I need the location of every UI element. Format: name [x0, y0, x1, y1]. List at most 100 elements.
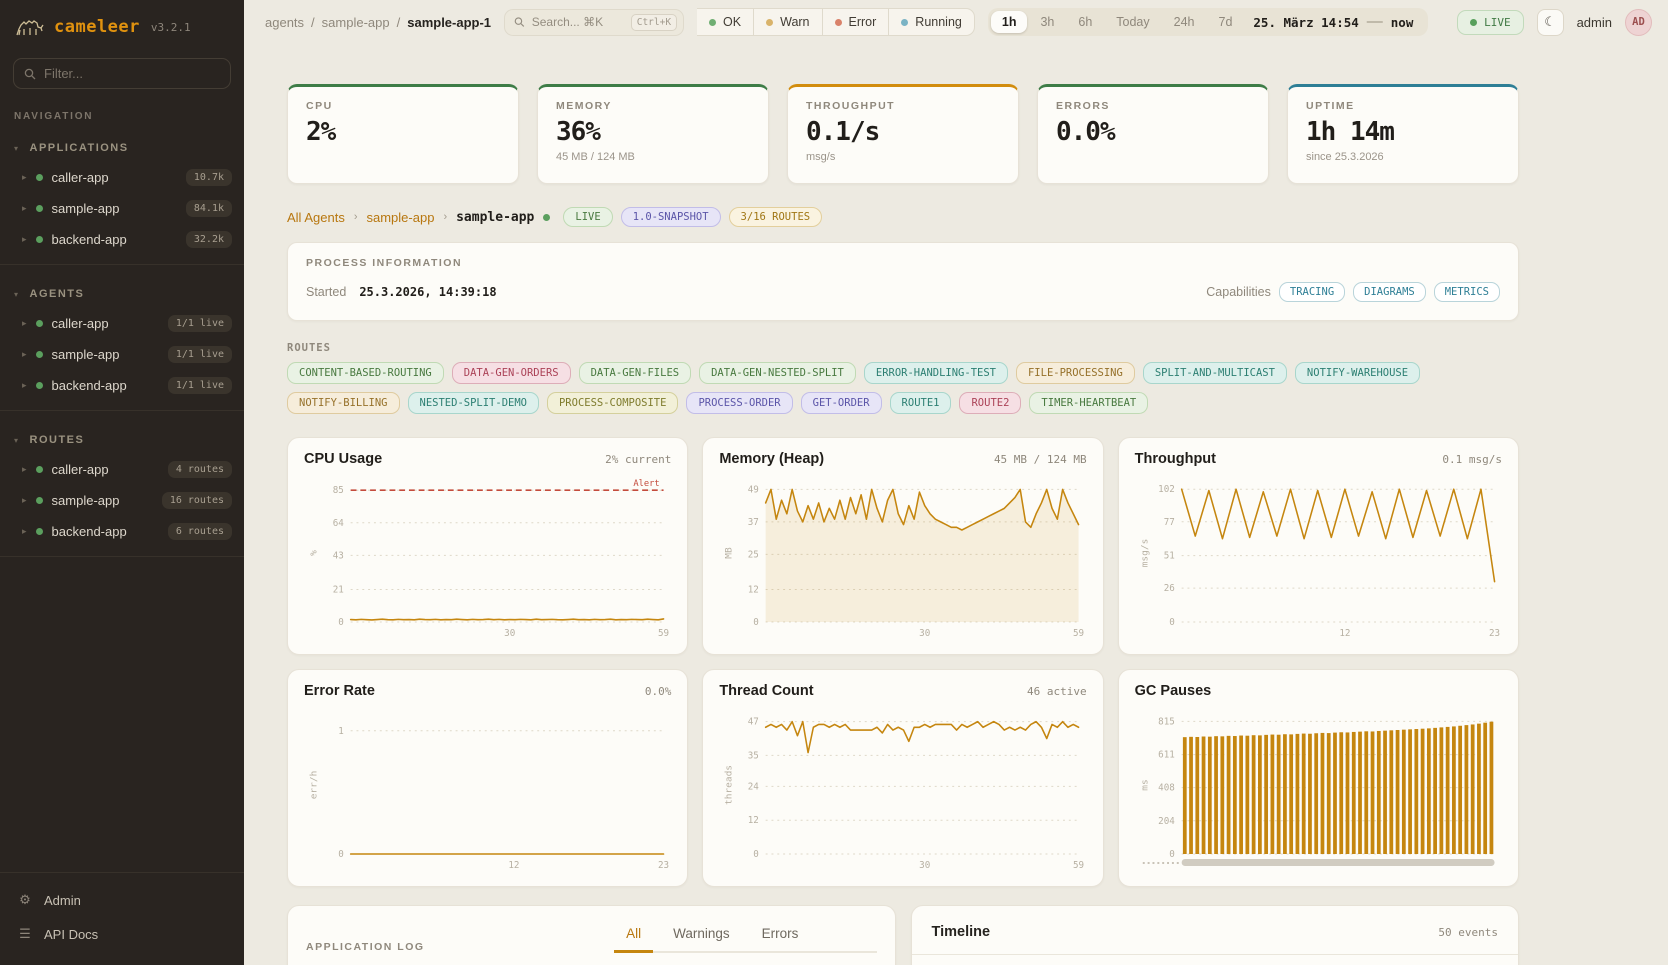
agent-badge[interactable]: 1.0-SNAPSHOT [620, 207, 721, 227]
route-badge[interactable]: DATA-GEN-FILES [578, 362, 692, 384]
route-badge[interactable]: NOTIFY-WAREHOUSE [1294, 362, 1421, 384]
sidebar-item-badge: 4 routes [167, 461, 232, 478]
agent-link[interactable]: All Agents [287, 209, 345, 225]
application-log-title: APPLICATION LOG [306, 941, 425, 953]
sidebar-section-header[interactable]: ▾ AGENTS [0, 280, 244, 308]
status-dot [35, 466, 43, 473]
time-range-button[interactable]: 1h [990, 11, 1028, 33]
sidebar-item[interactable]: ▸ caller-app 1/1 live [0, 308, 244, 339]
log-tab[interactable]: Warnings [673, 926, 730, 941]
time-range-button[interactable]: 24h [1173, 15, 1195, 29]
breadcrumb-link[interactable]: agents [265, 14, 305, 30]
log-tab[interactable]: Errors [761, 926, 799, 941]
stat-label: UPTIME [1306, 100, 1355, 112]
chevron-right-icon: ▸ [22, 318, 27, 328]
timeline-title: Timeline [931, 924, 991, 940]
status-filter-chip[interactable]: Error [822, 8, 890, 36]
chevron-right-icon: ▸ [22, 234, 27, 244]
route-badge[interactable]: ERROR-HANDLING-TEST [863, 362, 1008, 384]
sidebar-item[interactable]: ▸ caller-app 10.7k [0, 162, 244, 193]
stat-value: 1h 14m [1306, 117, 1395, 147]
route-badge[interactable]: FILE-PROCESSING [1015, 362, 1135, 384]
capability-badge[interactable]: DIAGRAMS [1353, 282, 1426, 302]
status-dot [35, 320, 43, 327]
route-badge[interactable]: PROCESS-ORDER [686, 392, 793, 414]
throughput-chart: 0 26 51 77 102 msg/s 12 23 [1135, 472, 1502, 640]
sidebar-item-label: sample-app [51, 347, 120, 362]
svg-text:59: 59 [1073, 628, 1084, 639]
stat-card: CPU 2% [287, 84, 519, 184]
sidebar-item[interactable]: ▸ sample-app 84.1k [0, 193, 244, 224]
status-filter-group: OK Warn Error Running [697, 8, 975, 36]
route-badge[interactable]: DATA-GEN-NESTED-SPLIT [699, 362, 856, 384]
date-range-display[interactable]: 25. März 14:54 — now [1245, 13, 1425, 31]
sidebar-item-label: sample-app [51, 201, 120, 216]
stat-value: 0.1/s [806, 117, 880, 147]
stat-value: 0.0% [1056, 117, 1116, 147]
theme-toggle-button[interactable]: ☾ [1536, 8, 1564, 36]
avatar[interactable]: AD [1625, 8, 1652, 36]
status-filter-chip[interactable]: OK [697, 8, 755, 36]
route-badge[interactable]: CONTENT-BASED-ROUTING [287, 362, 444, 384]
breadcrumb-link[interactable]: sample-app [321, 14, 390, 30]
live-label: LIVE [1484, 15, 1511, 29]
sidebar-item-label: backend-app [51, 232, 127, 247]
stat-subtitle: since 25.3.2026 [1306, 151, 1384, 163]
agent-badge[interactable]: LIVE [563, 207, 613, 227]
process-info-title: PROCESS INFORMATION [306, 257, 463, 269]
svg-text:815: 815 [1158, 716, 1175, 727]
throughput-chart-card: Throughput 0.1 msg/s 0 26 51 77 102 msg/s 12 23 [1117, 437, 1519, 655]
divider [0, 264, 244, 265]
sidebar-section-header[interactable]: ▾ APPLICATIONS [0, 134, 244, 162]
time-range-button[interactable]: Today [1116, 15, 1150, 29]
chevron-down-icon: ▾ [14, 143, 20, 153]
svg-text:0: 0 [338, 849, 344, 860]
sidebar-footer-item[interactable]: ⚙ Admin [0, 883, 244, 917]
route-badge[interactable]: ROUTE2 [959, 392, 1022, 414]
filter-input[interactable] [44, 66, 220, 81]
route-badge[interactable]: ROUTE1 [889, 392, 952, 414]
sidebar-item[interactable]: ▸ caller-app 4 routes [0, 454, 244, 485]
time-range-button[interactable]: 6h [1078, 15, 1093, 29]
agent-badge[interactable]: 3/16 ROUTES [728, 207, 823, 227]
sidebar-section-header[interactable]: ▾ ROUTES [0, 426, 244, 454]
log-tab[interactable]: All [614, 926, 654, 953]
routes-section: ROUTES CONTENT-BASED-ROUTING DATA-GEN-OR… [287, 342, 1519, 414]
time-range-button[interactable]: 7d [1218, 15, 1233, 29]
capability-badge[interactable]: METRICS [1433, 282, 1500, 302]
sidebar-item[interactable]: ▸ sample-app 1/1 live [0, 339, 244, 370]
route-badge[interactable]: NESTED-SPLIT-DEMO [407, 392, 539, 414]
live-indicator[interactable]: LIVE [1457, 9, 1524, 35]
svg-text:85: 85 [333, 485, 344, 496]
route-badge[interactable]: GET-ORDER [800, 392, 882, 414]
route-badge[interactable]: DATA-GEN-ORDERS [451, 362, 571, 384]
sidebar-item[interactable]: ▸ backend-app 6 routes [0, 516, 244, 547]
status-dot [709, 18, 717, 26]
search-input[interactable] [531, 15, 624, 29]
status-filter-chip[interactable]: Warn [754, 8, 823, 36]
capability-badge[interactable]: TRACING [1278, 282, 1346, 302]
route-badge[interactable]: TIMER-HEARTBEAT [1029, 392, 1149, 414]
sidebar-item[interactable]: ▸ sample-app 16 routes [0, 485, 244, 516]
route-badge[interactable]: PROCESS-COMPOSITE [546, 392, 679, 414]
sidebar-section-label: APPLICATIONS [29, 142, 129, 154]
main-area: agents / sample-app / sample-app-1 Ctrl+… [244, 0, 1668, 965]
status-filter-chip[interactable]: Running [889, 8, 975, 36]
chart-meta: 0.1 msg/s [1442, 453, 1502, 466]
sidebar-filter[interactable] [13, 58, 231, 89]
route-badge[interactable]: SPLIT-AND-MULTICAST [1142, 362, 1287, 384]
sidebar-item[interactable]: ▸ backend-app 32.2k [0, 224, 244, 255]
time-range-button[interactable]: 3h [1040, 15, 1055, 29]
status-dot [35, 236, 43, 243]
agent-link[interactable]: sample-app [366, 209, 435, 225]
sidebar-item-label: backend-app [51, 378, 127, 393]
gc-pauses-chart-card: GC Pauses 0 204 408 611 815 ms [1117, 669, 1519, 887]
route-badge[interactable]: NOTIFY-BILLING [287, 392, 400, 414]
global-search[interactable]: Ctrl+K [504, 8, 685, 36]
chart-meta: 45 MB / 124 MB [993, 453, 1087, 466]
status-filter-label: Running [915, 15, 962, 29]
sidebar-footer-item[interactable]: ☰ API Docs [0, 917, 244, 951]
stat-subtitle: 45 MB / 124 MB [556, 151, 635, 163]
svg-text:30: 30 [504, 628, 515, 639]
sidebar-item[interactable]: ▸ backend-app 1/1 live [0, 370, 244, 401]
